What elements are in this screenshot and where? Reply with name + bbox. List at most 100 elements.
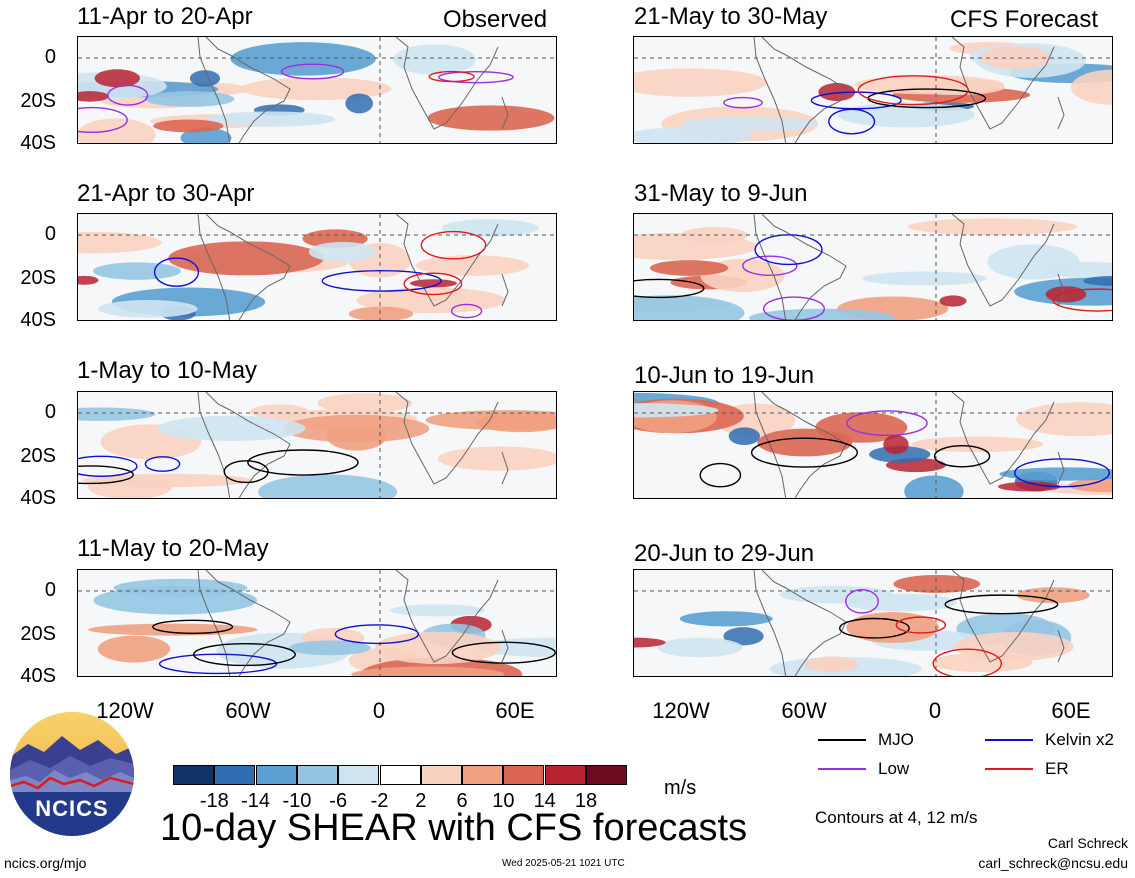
colorbar-swatch: [338, 765, 380, 785]
xtick-0-left: 0: [372, 698, 386, 723]
colorbar-tick-label: 6: [456, 790, 468, 812]
shear-anomaly-area: [425, 410, 556, 431]
wave-contour: [742, 255, 798, 277]
wave-contour: [153, 257, 200, 287]
author-email: carl_schreck@ncsu.edu: [978, 855, 1128, 871]
cfs-forecast-label: CFS Forecast: [950, 6, 1099, 33]
shear-anomaly-area: [230, 42, 376, 76]
wave-contour: [634, 278, 705, 299]
coastline-madagascar: [501, 273, 509, 307]
coastline-south-america-west: [753, 570, 787, 676]
shear-map-2: [78, 214, 556, 320]
shear-anomaly-area: [861, 271, 988, 286]
map-panel-left-1: [77, 36, 557, 144]
wave-contour: [450, 303, 483, 319]
shear-anomaly-area: [893, 574, 981, 593]
wave-contour: [78, 465, 134, 485]
colorbar-tick-label: 10: [492, 790, 515, 812]
panel-title-left-2: 21-Apr to 30-Apr: [77, 180, 255, 207]
xtick-60w-right: 60W: [781, 698, 827, 723]
legend-kelvin-line: [985, 739, 1033, 741]
shear-anomaly-area: [649, 260, 729, 276]
shear-anomaly-area: [389, 604, 485, 617]
wave-contour: [321, 269, 442, 292]
shear-anomaly-area: [157, 415, 306, 442]
shear-anomaly-area: [144, 91, 235, 107]
shear-anomaly-area: [206, 111, 336, 127]
colorbar-swatch: [503, 765, 545, 785]
shear-anomaly-area: [93, 262, 182, 280]
coastline-africa: [951, 37, 1055, 130]
shear-anomaly-area: [679, 611, 773, 627]
ytick-40s-p4: 40S: [20, 665, 56, 687]
shear-anomaly-area: [393, 44, 476, 75]
shear-anomaly-core: [723, 627, 764, 646]
panel-title-right-1: 21-May to 30-May: [634, 3, 828, 30]
wave-contour: [846, 410, 928, 437]
coastline-africa: [951, 570, 1055, 663]
shear-anomaly-area: [999, 467, 1112, 481]
wave-contour: [750, 437, 858, 468]
wave-contour: [428, 70, 475, 83]
shear-anomaly-area: [153, 119, 224, 133]
colorbar-swatch: [379, 765, 421, 785]
author-name: Carl Schreck: [1047, 835, 1128, 851]
colorbar-swatch: [255, 765, 297, 785]
shear-anomaly-core: [409, 279, 457, 288]
wave-contour: [699, 462, 742, 488]
shear-anomaly-area: [634, 127, 754, 143]
map-panel-left-2: [77, 213, 557, 321]
wave-contour: [845, 589, 879, 614]
shear-anomaly-area: [97, 635, 171, 663]
shear-anomaly-area: [441, 219, 539, 237]
coastline-africa: [395, 37, 499, 130]
legend-er: ER: [985, 759, 1069, 779]
shear-anomaly-area: [168, 241, 324, 276]
wave-contour: [280, 63, 345, 80]
shear-anomaly-core: [883, 434, 909, 455]
shear-anomaly-core: [939, 295, 967, 307]
shear-anomaly-area: [634, 403, 719, 418]
ytick-0-p3: 0: [44, 401, 56, 423]
colorbar-swatch: [544, 765, 586, 785]
shear-map-3: [78, 392, 556, 498]
wave-contour: [857, 75, 969, 106]
site-url[interactable]: ncics.org/mjo: [4, 855, 87, 871]
shear-anomaly-core: [189, 70, 221, 87]
shear-anomaly-area: [634, 68, 767, 97]
wave-contour: [839, 617, 910, 639]
shear-anomaly-core: [345, 93, 373, 114]
xtick-120w-left: 120W: [96, 698, 154, 723]
map-panel-left-4: [77, 569, 557, 677]
colorbar-tick-label: -14: [241, 790, 271, 812]
logo-graphic: [10, 712, 134, 836]
map-panel-left-3: [77, 391, 557, 499]
shear-anomaly-core: [1083, 275, 1112, 286]
shear-anomaly-area: [282, 414, 430, 443]
shear-anomaly-area: [980, 46, 1052, 70]
ytick-0-p4: 0: [44, 579, 56, 601]
wave-contour: [437, 70, 514, 84]
wave-contour: [247, 449, 359, 476]
main-title: 10-day SHEAR with CFS forecasts: [160, 807, 748, 849]
colorbar-swatch: [173, 765, 214, 785]
coastline-south-america: [761, 37, 847, 143]
wave-contour: [944, 594, 1059, 615]
coastline-africa: [395, 570, 499, 663]
map-panel-right-2: [633, 213, 1113, 321]
shear-anomaly-area: [351, 666, 505, 676]
wave-contour: [1052, 288, 1112, 312]
wave-contour: [158, 653, 278, 675]
shear-anomaly-area: [907, 79, 1005, 96]
shear-anomaly-area: [954, 631, 1074, 661]
ytick-20s-p2: 20S: [20, 267, 56, 289]
shear-anomaly-core: [997, 481, 1061, 492]
wave-contour: [334, 624, 420, 645]
legend-kelvin: Kelvin x2: [985, 730, 1114, 750]
coastline-south-america: [761, 214, 847, 320]
colorbar-swatch: [214, 765, 256, 785]
ytick-20s-p3: 20S: [20, 445, 56, 467]
wave-contour: [78, 106, 128, 134]
coastline-africa: [395, 392, 499, 485]
map-panel-right-3: [633, 391, 1113, 499]
